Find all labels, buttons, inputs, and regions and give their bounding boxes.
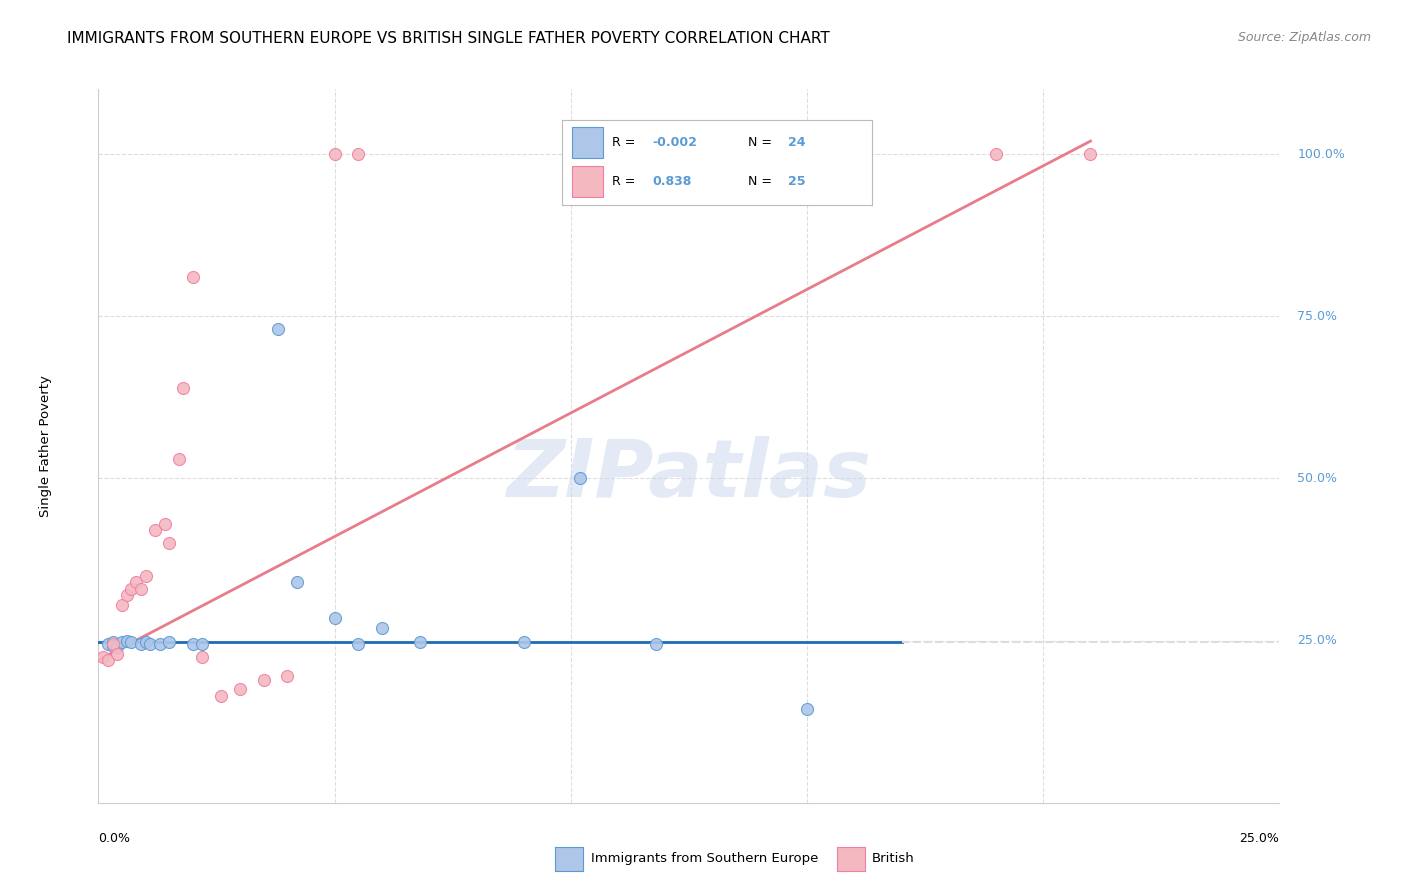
Point — [111, 635, 134, 649]
Point — [153, 516, 176, 531]
Bar — [572, 166, 603, 196]
Point — [157, 635, 180, 649]
Point — [97, 653, 120, 667]
Text: British: British — [872, 853, 914, 865]
Point — [644, 637, 666, 651]
Point — [408, 635, 430, 649]
Point — [191, 649, 214, 664]
Text: 75.0%: 75.0% — [1298, 310, 1337, 323]
Text: 25.0%: 25.0% — [1298, 634, 1337, 647]
Point — [229, 682, 252, 697]
Bar — [572, 128, 603, 158]
Point — [1080, 147, 1102, 161]
Point — [135, 635, 157, 649]
Point — [125, 575, 148, 590]
Text: -0.002: -0.002 — [652, 136, 697, 149]
Text: Single Father Poverty: Single Father Poverty — [39, 375, 52, 517]
Point — [569, 471, 592, 485]
Text: Immigrants from Southern Europe: Immigrants from Southern Europe — [591, 853, 818, 865]
Point — [101, 639, 124, 653]
Point — [129, 582, 152, 596]
Point — [181, 270, 204, 285]
Point — [796, 702, 818, 716]
Point — [285, 575, 308, 590]
Text: 0.838: 0.838 — [652, 175, 692, 188]
Text: N =: N = — [748, 175, 776, 188]
Point — [323, 147, 346, 161]
Point — [191, 637, 214, 651]
Point — [512, 635, 534, 649]
Point — [172, 381, 194, 395]
Text: 25.0%: 25.0% — [1240, 832, 1279, 845]
Point — [97, 637, 120, 651]
Point — [121, 635, 143, 649]
Text: 100.0%: 100.0% — [1298, 147, 1346, 161]
Text: N =: N = — [748, 136, 776, 149]
Text: 24: 24 — [789, 136, 806, 149]
Text: R =: R = — [612, 136, 640, 149]
Point — [101, 637, 124, 651]
Point — [105, 640, 128, 654]
Text: R =: R = — [612, 175, 640, 188]
Point — [209, 689, 232, 703]
Point — [143, 524, 166, 538]
Point — [371, 621, 394, 635]
Point — [91, 649, 114, 664]
Point — [101, 635, 124, 649]
Point — [253, 673, 276, 687]
Text: 0.0%: 0.0% — [98, 832, 131, 845]
Point — [139, 637, 162, 651]
Point — [323, 611, 346, 625]
Point — [276, 669, 298, 683]
Point — [111, 598, 134, 612]
Text: IMMIGRANTS FROM SOUTHERN EUROPE VS BRITISH SINGLE FATHER POVERTY CORRELATION CHA: IMMIGRANTS FROM SOUTHERN EUROPE VS BRITI… — [67, 31, 830, 46]
Text: 25: 25 — [789, 175, 806, 188]
Text: ZIPatlas: ZIPatlas — [506, 435, 872, 514]
Text: 50.0%: 50.0% — [1298, 472, 1337, 485]
Point — [984, 147, 1007, 161]
Point — [115, 588, 138, 602]
Point — [129, 637, 152, 651]
Point — [347, 147, 370, 161]
Text: Source: ZipAtlas.com: Source: ZipAtlas.com — [1237, 31, 1371, 45]
Point — [167, 452, 190, 467]
Point — [135, 568, 157, 582]
Point — [105, 647, 128, 661]
Point — [149, 637, 172, 651]
Point — [181, 637, 204, 651]
Point — [267, 322, 290, 336]
Point — [115, 633, 138, 648]
Point — [121, 582, 143, 596]
Point — [157, 536, 180, 550]
Point — [347, 637, 370, 651]
